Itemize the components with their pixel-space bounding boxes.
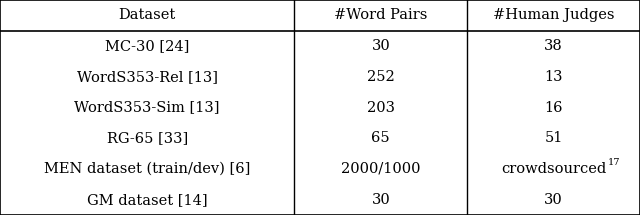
Text: 252: 252 <box>367 70 395 84</box>
Text: 51: 51 <box>545 131 563 145</box>
Text: 30: 30 <box>544 193 563 207</box>
Text: 38: 38 <box>544 39 563 53</box>
Text: WordS353-Rel [13]: WordS353-Rel [13] <box>77 70 218 84</box>
Text: 203: 203 <box>367 100 395 115</box>
Text: crowdsourced: crowdsourced <box>501 162 606 176</box>
Text: 30: 30 <box>371 193 390 207</box>
Text: GM dataset [14]: GM dataset [14] <box>87 193 207 207</box>
Text: #Word Pairs: #Word Pairs <box>334 8 428 22</box>
Text: 30: 30 <box>371 39 390 53</box>
Text: MEN dataset (train/dev) [6]: MEN dataset (train/dev) [6] <box>44 162 250 176</box>
Text: WordS353-Sim [13]: WordS353-Sim [13] <box>74 100 220 115</box>
Text: #Human Judges: #Human Judges <box>493 8 614 22</box>
Text: 2000/1000: 2000/1000 <box>341 162 420 176</box>
Text: 65: 65 <box>371 131 390 145</box>
Text: 13: 13 <box>545 70 563 84</box>
Text: MC-30 [24]: MC-30 [24] <box>105 39 189 53</box>
Text: 16: 16 <box>545 100 563 115</box>
Text: RG-65 [33]: RG-65 [33] <box>107 131 188 145</box>
Text: 17: 17 <box>608 158 621 167</box>
Text: Dataset: Dataset <box>118 8 176 22</box>
